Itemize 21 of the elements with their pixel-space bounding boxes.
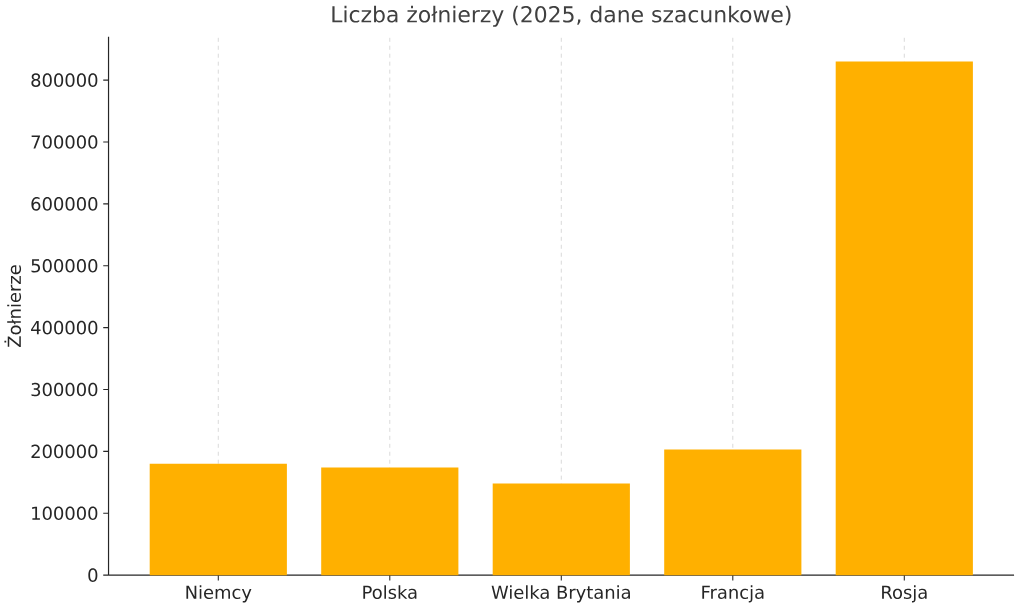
x-tick-label: Wielka Brytania (491, 585, 630, 603)
y-tick-label: 700000 (31, 135, 98, 149)
bar (492, 483, 630, 576)
bar (321, 467, 459, 576)
y-tick-label: 100000 (32, 506, 98, 521)
chart-title: Liczba żołnierzy (2025, dane szacunkowe) (332, 5, 791, 27)
x-tick-label: Francja (702, 585, 764, 603)
y-axis-title: Żołnierze (4, 265, 22, 347)
x-tick-label: Rosja (882, 585, 927, 603)
y-tick-label: 400000 (31, 320, 98, 335)
x-tick-label: Niemcy (186, 585, 252, 603)
y-tick-label: 500000 (31, 258, 98, 273)
x-tick-label: Polska (363, 585, 417, 599)
y-tick-label: 800000 (31, 73, 98, 87)
bar (835, 61, 973, 576)
bar (149, 463, 287, 576)
y-tick-label: 0 (88, 568, 98, 582)
y-tick-label: 200000 (31, 444, 98, 459)
y-tick-label: 300000 (31, 382, 98, 397)
y-tick-label: 600000 (31, 197, 98, 211)
bar (664, 449, 802, 576)
